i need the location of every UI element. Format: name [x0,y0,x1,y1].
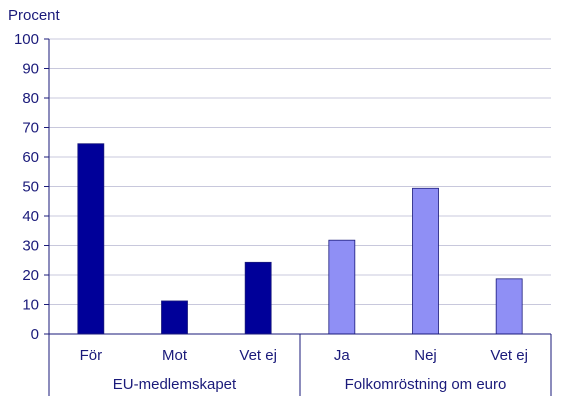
category-label: Mot [162,347,188,364]
bar [244,261,272,335]
y-axis-ticks: 0 10 20 30 40 50 60 70 80 90 100 [14,31,49,343]
group-label: EU-medlemskapet [113,376,237,393]
bar [412,187,439,335]
category-label: Vet ej [239,347,277,364]
y-tick-label: 10 [22,297,39,314]
bars [77,143,523,335]
y-tick-label: 90 [22,61,39,78]
bar [328,239,356,335]
y-tick-label: 80 [22,90,39,107]
y-tick-label: 30 [22,238,39,255]
y-tick-label: 60 [22,149,39,166]
bar [77,143,105,335]
bar [495,278,523,335]
category-label: Vet ej [490,347,528,364]
y-axis-label: Procent [8,7,61,24]
group-label: Folkomröstning om euro [345,376,507,393]
category-label: Ja [334,347,351,364]
category-label: För [80,347,103,364]
bar [161,300,188,335]
y-tick-label: 100 [14,31,39,48]
y-tick-label: 40 [22,208,39,225]
y-tick-label: 70 [22,120,39,137]
gridlines [49,38,551,305]
category-label: Nej [414,347,437,364]
y-tick-label: 50 [22,179,39,196]
axes [48,39,552,396]
y-tick-label: 20 [22,267,39,284]
y-tick-label: 0 [31,326,39,343]
